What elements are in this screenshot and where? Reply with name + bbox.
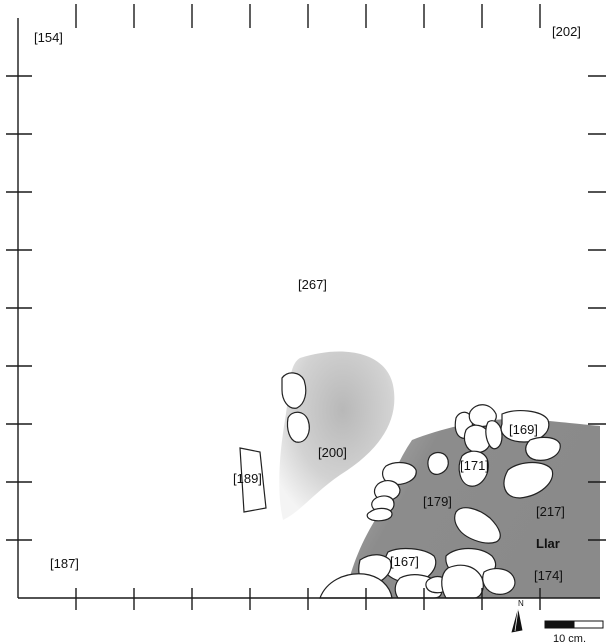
label-154: [154] (34, 30, 63, 45)
label-217: [217] (536, 504, 565, 519)
label-167: [167] (390, 554, 419, 569)
stone (373, 480, 401, 502)
stone (525, 436, 561, 461)
label-llar: Llar (536, 536, 560, 551)
stone-171 (458, 450, 489, 487)
label-200: [200] (318, 445, 347, 460)
stone (427, 451, 449, 475)
label-187: [187] (50, 556, 79, 571)
stone (485, 420, 503, 450)
stone (482, 568, 516, 595)
grid-frame (6, 4, 606, 610)
stone (281, 372, 307, 409)
label-179: [179] (423, 494, 452, 509)
label-169: [169] (509, 422, 538, 437)
stone (382, 461, 417, 485)
stones (239, 372, 561, 599)
label-267: [267] (298, 277, 327, 292)
stone (319, 573, 393, 599)
stone (366, 507, 393, 522)
stone (454, 507, 501, 544)
label-171: [171] (460, 458, 489, 473)
stone (503, 461, 554, 499)
label-189: [189] (233, 471, 262, 486)
north-arrow-icon: N (511, 599, 524, 633)
stone (441, 564, 484, 599)
scale-bar: 10 cm. (544, 620, 604, 644)
stone-189 (239, 447, 267, 513)
scale-bar-label: 10 cm. (553, 633, 586, 644)
stone (286, 411, 310, 443)
label-202: [202] (552, 24, 581, 39)
label-174: [174] (534, 568, 563, 583)
north-label: N (518, 599, 524, 608)
ash-deposit-200 (279, 351, 395, 520)
stone (463, 424, 491, 453)
